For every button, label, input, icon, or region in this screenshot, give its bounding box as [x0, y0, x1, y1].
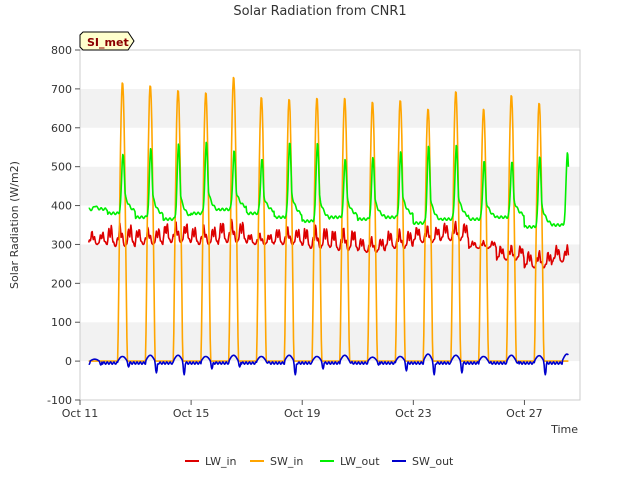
grid-band — [80, 166, 580, 206]
grid-band — [80, 244, 580, 284]
legend-label-lw-in: LW_in — [205, 455, 237, 468]
y-tick-label: 600 — [51, 122, 72, 135]
legend-label-lw-out: LW_out — [340, 455, 380, 468]
plot-frame — [79, 49, 581, 401]
series-lines — [87, 76, 570, 376]
x-axis-title: Time — [550, 423, 578, 436]
x-tick-label: Oct 11 — [62, 407, 99, 420]
y-tick-label: 700 — [51, 83, 72, 96]
series-line-sw-out — [88, 353, 569, 376]
series-line-lw-out — [88, 141, 570, 229]
chart-title: Solar Radiation from CNR1 — [233, 4, 406, 19]
site-label: SI_met — [87, 36, 129, 49]
grid-band — [80, 88, 580, 128]
y-axis: -100 0 100 200 300 400 500 600 700 800 — [47, 44, 80, 407]
series-line-lw-in — [87, 218, 570, 269]
x-tick-label: Oct 27 — [506, 407, 543, 420]
y-tick-label: 200 — [51, 277, 72, 290]
x-tick-label: Oct 15 — [173, 407, 210, 420]
x-tick-label: Oct 19 — [284, 407, 321, 420]
site-label-frame — [79, 31, 135, 51]
y-tick-label: 500 — [51, 161, 72, 174]
grid-band — [80, 50, 580, 89]
y-tick-label: 0 — [65, 355, 72, 368]
legend-label-sw-out: SW_out — [412, 455, 454, 468]
grid-band — [80, 283, 580, 323]
y-tick-label: 300 — [51, 238, 72, 251]
legend: LW_in SW_in LW_out SW_out — [185, 455, 454, 468]
y-axis-title: Solar Radiation (W/m2) — [8, 161, 21, 289]
series-line-sw-in — [88, 76, 569, 362]
site-label-box: SI_met — [79, 31, 135, 51]
legend-label-sw-in: SW_in — [270, 455, 303, 468]
y-tick-label: 400 — [51, 200, 72, 213]
grid-band — [80, 127, 580, 167]
grid-band — [80, 361, 580, 400]
y-tick-label: -100 — [47, 394, 72, 407]
x-tick-label: Oct 23 — [395, 407, 432, 420]
y-tick-label: 100 — [51, 316, 72, 329]
x-axis: Oct 11 Oct 15 Oct 19 Oct 23 Oct 27 — [62, 400, 543, 420]
grid-band — [80, 322, 580, 362]
y-tick-label: 800 — [51, 44, 72, 57]
